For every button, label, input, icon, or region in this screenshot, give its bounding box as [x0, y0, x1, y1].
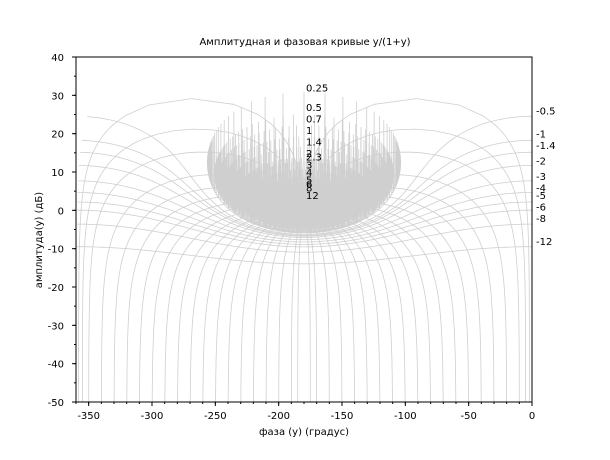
- negative-gain-label: -1.4: [536, 141, 556, 152]
- y-tick-label: 30: [51, 91, 64, 102]
- closed-loop-phase-contour: [164, 207, 304, 402]
- closed-loop-phase-contour: [240, 210, 304, 402]
- y-tick-label: 40: [51, 53, 64, 64]
- gain-label: 1.4: [306, 137, 322, 148]
- x-tick-label: -100: [394, 411, 417, 422]
- closed-loop-phase-contour: [151, 205, 304, 402]
- gain-label: 2: [306, 149, 312, 160]
- closed-loop-phase-contour: [78, 98, 305, 402]
- closed-loop-phase-contour: [82, 128, 305, 402]
- closed-loop-phase-contour: [304, 210, 406, 402]
- closed-loop-phase-contour: [303, 210, 343, 402]
- x-tick-label: -50: [460, 411, 476, 422]
- y-axis-label: амплитуда(y) (дБ): [34, 192, 45, 288]
- y-axis: 40 30 20 10 0 -10 -20 -30 -40 -50: [48, 53, 76, 409]
- closed-loop-phase-contour: [303, 210, 317, 402]
- negative-gain-label: -0.5: [536, 107, 556, 118]
- gain-label: 4: [306, 168, 312, 179]
- negative-gain-labels: -0.5 -1-1.4 -2 -3-4-5-6-8 -12: [536, 107, 556, 248]
- gain-label: 12: [306, 191, 319, 202]
- y-tick-label: 10: [51, 168, 64, 179]
- y-tick-label: -30: [48, 321, 64, 332]
- closed-loop-phase-contour: [303, 174, 507, 402]
- closed-loop-phase-contour: [227, 210, 304, 402]
- gain-label: 8: [306, 183, 312, 194]
- y-tick-label: -10: [48, 245, 64, 256]
- closed-loop-magnitude-contour: [265, 187, 343, 225]
- y-tick-label: 0: [58, 206, 64, 217]
- closed-loop-phase-contour: [253, 210, 304, 402]
- x-axis: -350 -300 -250 -200 -150 -100 -50 0: [75, 402, 535, 422]
- chart-title: Амплитудная и фазовая кривые y/(1+y): [199, 37, 410, 48]
- gain-label: 0.25: [306, 84, 328, 95]
- closed-loop-phase-contour: [126, 195, 305, 402]
- closed-loop-phase-contour: [303, 210, 330, 402]
- y-tick-label: 20: [51, 130, 64, 141]
- closed-loop-phase-contour: [291, 210, 305, 402]
- gain-label: 0.7: [306, 114, 322, 125]
- closed-loop-phase-contour: [304, 210, 368, 402]
- negative-gain-label: -12: [536, 237, 552, 248]
- closed-loop-phase-contour: [304, 209, 419, 402]
- x-tick-label: -200: [267, 411, 290, 422]
- closed-loop-magnitude-contour: [229, 146, 379, 232]
- gain-label: 0.5: [306, 103, 322, 114]
- closed-loop-phase-contour: [303, 128, 526, 402]
- closed-loop-magnitude-contour: [240, 161, 368, 230]
- x-tick-label: -350: [77, 411, 100, 422]
- closed-loop-magnitude-contour: [237, 157, 371, 231]
- y-tick-label: -20: [48, 283, 64, 294]
- closed-loop-phase-contour: [189, 209, 304, 402]
- gain-label: 2.3: [306, 153, 322, 164]
- negative-gain-label: -3: [536, 172, 546, 183]
- closed-loop-phase-contour: [177, 209, 304, 402]
- closed-loop-phase-contour: [303, 98, 530, 402]
- negative-gain-label: -4: [536, 183, 546, 194]
- closed-loop-phase-contour: [304, 210, 355, 402]
- negative-gain-label: -6: [536, 203, 546, 214]
- closed-loop-phase-contour: [265, 210, 305, 402]
- closed-loop-phase-contour: [303, 210, 311, 402]
- gain-label: 1: [306, 126, 312, 137]
- negative-gain-label: -2: [536, 157, 546, 168]
- closed-loop-phase-contour: [101, 174, 305, 402]
- closed-loop-magnitude-contour: [246, 169, 362, 229]
- closed-loop-phase-contour: [215, 210, 304, 402]
- negative-gain-label: -1: [536, 130, 546, 141]
- closed-loop-phase-contour: [303, 195, 482, 402]
- closed-loop-phase-contour: [88, 151, 305, 402]
- closed-loop-phase-contour: [304, 205, 457, 402]
- closed-loop-phase-contour: [297, 210, 305, 402]
- closed-loop-phase-contour: [304, 207, 444, 402]
- closed-loop-phase-contour: [202, 210, 304, 402]
- x-axis-label: фаза (y) (градус): [259, 427, 349, 438]
- y-tick-label: -40: [48, 360, 64, 371]
- closed-loop-phase-contour: [304, 201, 469, 402]
- closed-loop-phase-contour: [304, 210, 381, 402]
- negative-gain-label: -5: [536, 191, 546, 202]
- x-tick-label: -300: [141, 411, 164, 422]
- x-tick-label: 0: [529, 411, 535, 422]
- gain-label: 5: [306, 176, 312, 187]
- x-tick-label: -250: [204, 411, 227, 422]
- negative-gain-label: -8: [536, 214, 546, 225]
- x-tick-label: -150: [331, 411, 354, 422]
- closed-loop-phase-contour: [278, 210, 305, 402]
- gain-label: 6: [306, 180, 312, 191]
- gain-label: 3: [306, 160, 312, 171]
- closed-loop-phase-contour: [303, 151, 520, 402]
- closed-loop-phase-contour: [139, 201, 304, 402]
- y-tick-label: -50: [48, 398, 64, 409]
- closed-loop-phase-contour: [303, 186, 495, 402]
- closed-loop-magnitude-contour: [254, 177, 354, 228]
- nichols-grid-curves: [76, 91, 532, 402]
- closed-loop-phase-contour: [304, 210, 393, 402]
- closed-loop-phase-contour: [304, 209, 431, 402]
- closed-loop-phase-contour: [113, 186, 305, 402]
